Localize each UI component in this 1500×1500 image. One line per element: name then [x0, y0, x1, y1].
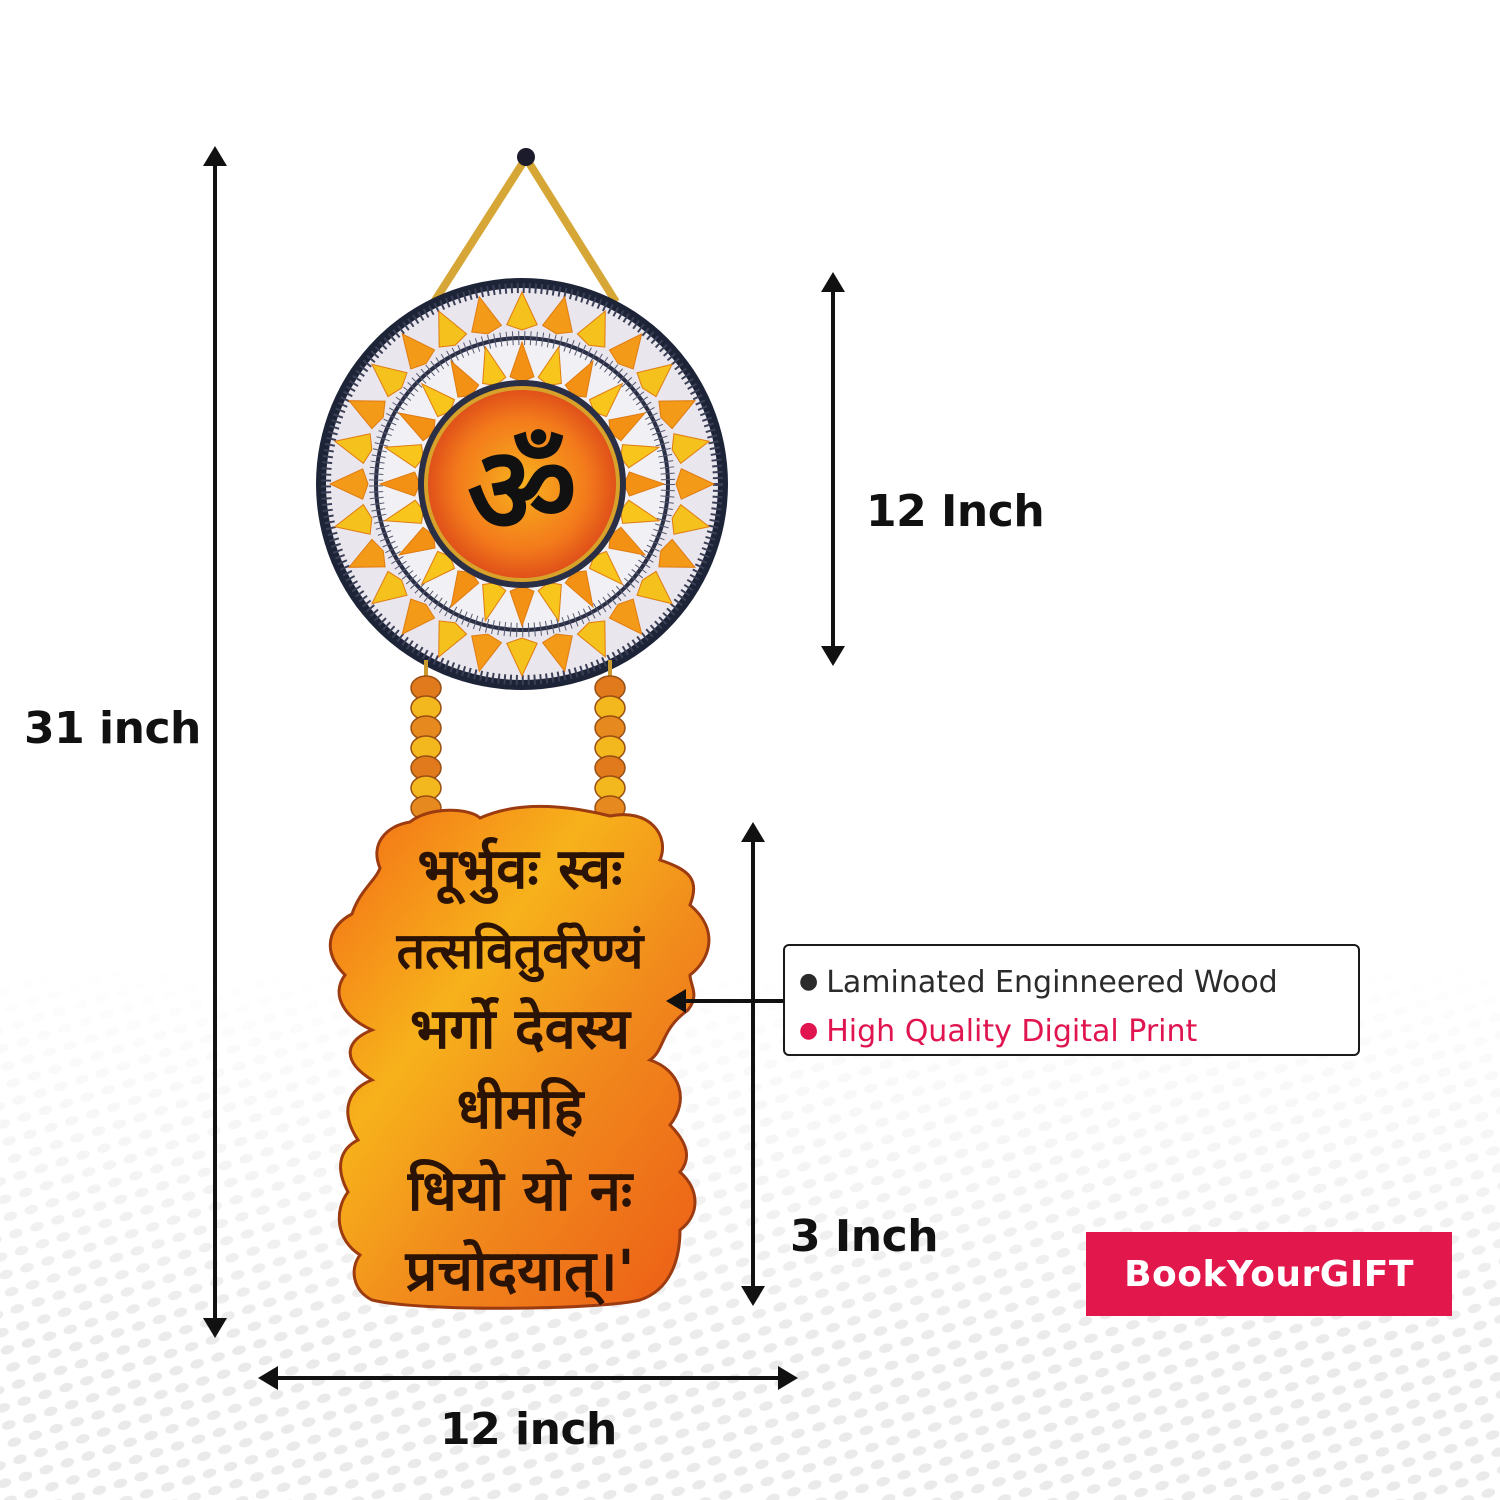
brand-logo-text: BookYourGIFT: [1124, 1253, 1414, 1295]
mandala-petal: [401, 332, 436, 370]
mantra-board: भूर्भुवः स्वः तत्सवितुर्वरेण्यं भर्गो देवस…: [328, 805, 711, 1310]
mantra-line: भर्गो देवस्य: [410, 996, 633, 1062]
feature-item: ● High Quality Digital Print: [799, 1007, 1358, 1056]
bullet-icon: ●: [799, 1018, 819, 1043]
feature-item: ● Laminated Enginneered Wood: [799, 958, 1358, 1007]
mandala-petal: [541, 295, 573, 335]
dimension-width: 12 inch: [440, 1404, 617, 1455]
mandala-petal: [401, 598, 436, 636]
mandala-petal: [506, 290, 538, 331]
mandala-petal: [347, 400, 386, 430]
om-symbol: ॐ: [467, 422, 576, 561]
mandala-petal: [576, 620, 606, 659]
mandala-petal: [541, 633, 573, 673]
mandala-petal: [333, 433, 373, 465]
mandala-petal: [347, 538, 386, 568]
mandala-petal: [658, 538, 697, 568]
mandala-petal: [675, 468, 716, 500]
mantra-line: धीमहि: [457, 1076, 586, 1142]
hanging-string: [430, 148, 620, 305]
mandala-petal: [438, 309, 468, 348]
bead-strings: [410, 660, 626, 822]
mandala-petal: [333, 503, 373, 535]
mandala-petal: [671, 433, 711, 465]
dimension-arrows: [203, 146, 845, 1390]
brand-logo: BookYourGIFT: [1086, 1232, 1452, 1316]
mandala-disc: ॐ: [316, 278, 728, 690]
mandala-petal: [438, 620, 468, 659]
mandala-petal: [370, 570, 408, 605]
dimension-bottom-height: 3 Inch: [790, 1211, 939, 1262]
mandala-petal: [658, 400, 697, 430]
mandala-petal: [608, 598, 643, 636]
mandala-petal: [328, 468, 369, 500]
bullet-icon: ●: [799, 969, 819, 994]
mandala-petal: [471, 633, 503, 673]
mandala-petal: [370, 363, 408, 398]
mantra-line: धियो यो नः: [407, 1158, 635, 1224]
mandala-petal: [671, 503, 711, 535]
mantra-line: प्रचोदयात्।': [405, 1238, 635, 1306]
mantra-line: तत्सवितुर्वरेण्यं: [396, 922, 646, 983]
mandala-petal: [636, 570, 674, 605]
mandala-petal: [506, 637, 538, 678]
feature-text: High Quality Digital Print: [826, 1014, 1198, 1049]
dimension-top-height: 12 Inch: [866, 486, 1045, 537]
mandala-petal: [608, 332, 643, 370]
mandala-petal: [636, 363, 674, 398]
feature-text: Laminated Enginneered Wood: [826, 965, 1278, 1000]
mandala-petal: [576, 309, 606, 348]
mandala-petal: [471, 295, 503, 335]
mantra-line: भूर्भुवः स्वः: [418, 836, 626, 905]
dimension-total-height: 31 inch: [24, 703, 201, 754]
feature-callout: ● Laminated Enginneered Wood ● High Qualit…: [783, 944, 1360, 1056]
